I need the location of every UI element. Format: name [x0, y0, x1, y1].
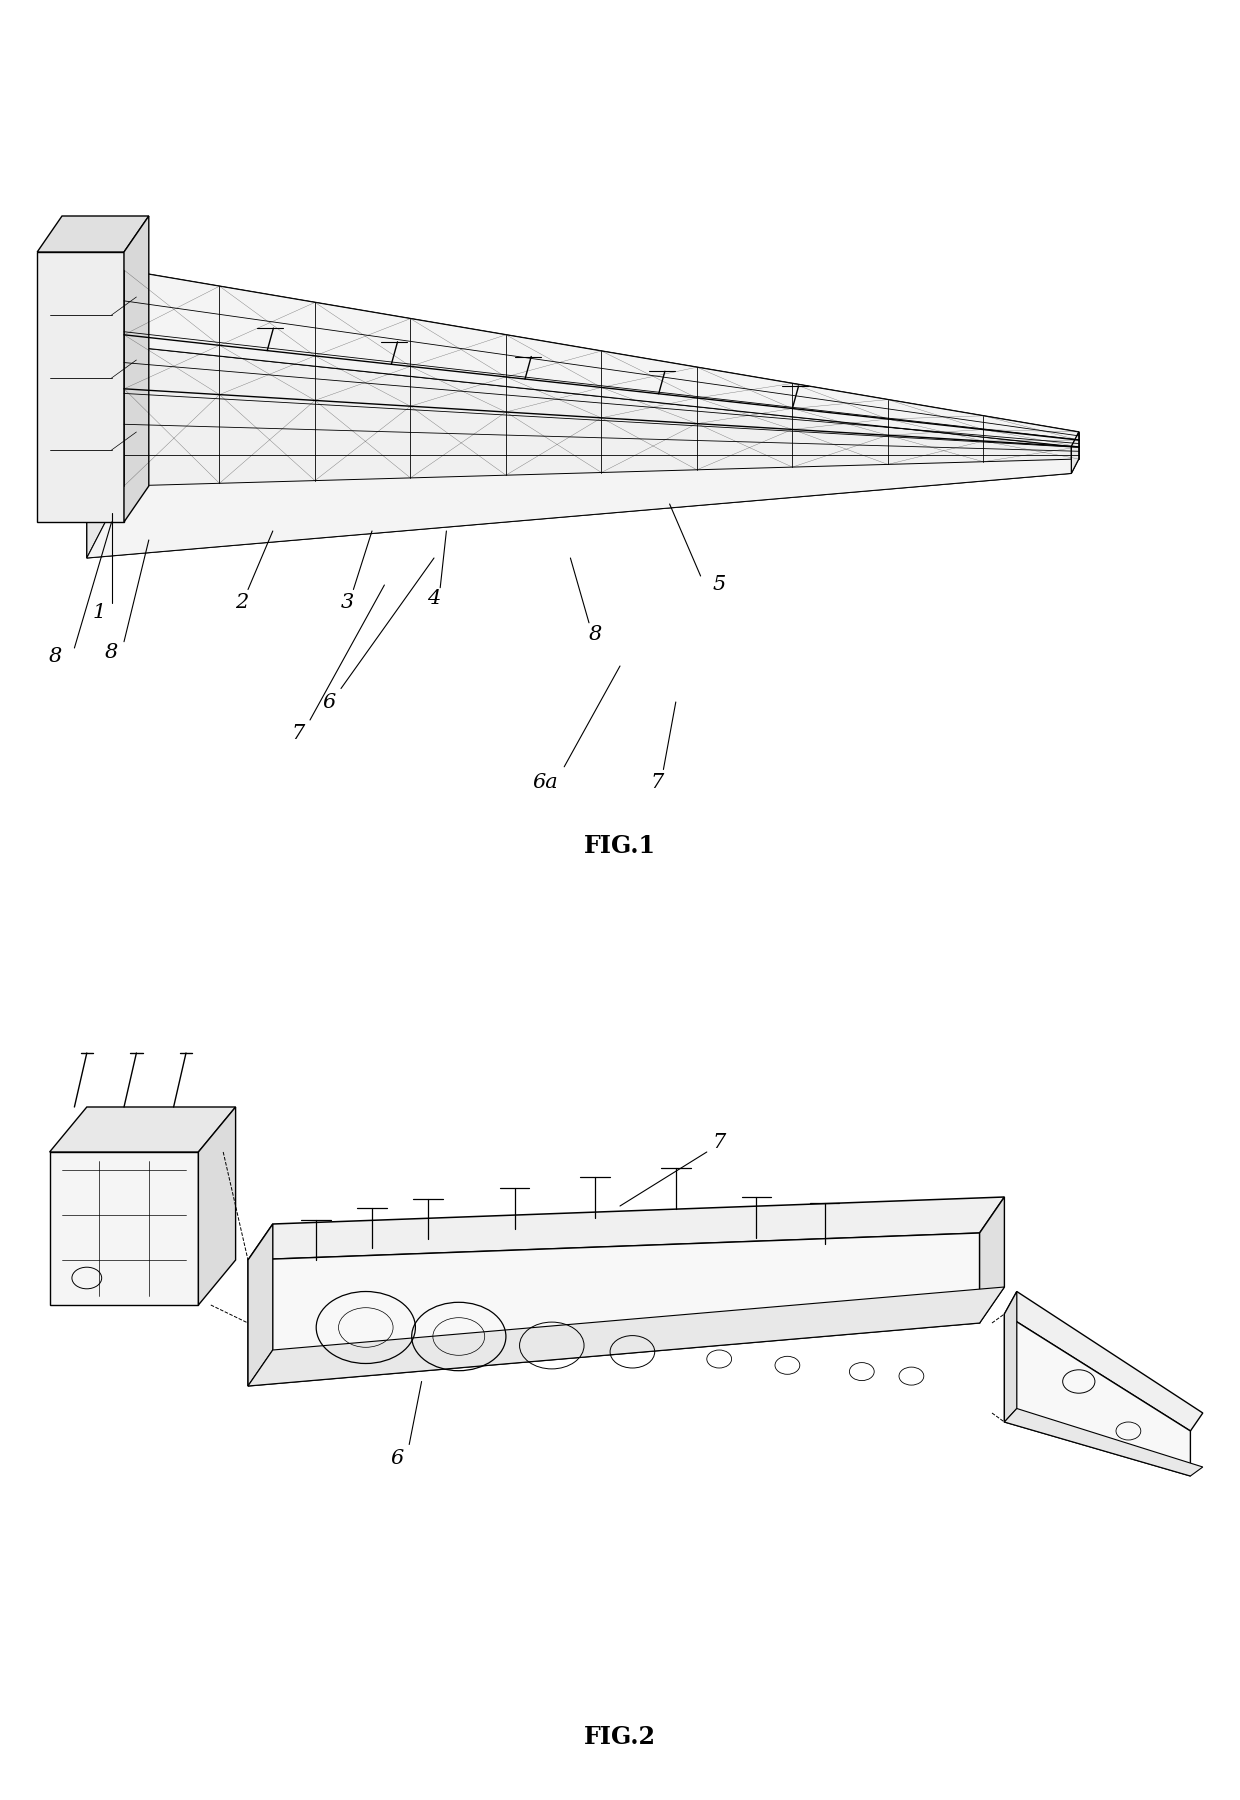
Polygon shape — [37, 216, 149, 252]
Polygon shape — [198, 1107, 236, 1305]
Text: 7: 7 — [713, 1134, 725, 1152]
Polygon shape — [1004, 1408, 1203, 1476]
Text: 3: 3 — [341, 594, 353, 612]
Text: 5: 5 — [713, 576, 725, 594]
Text: 7: 7 — [651, 774, 663, 792]
Text: 8: 8 — [105, 643, 118, 662]
Text: 8: 8 — [50, 648, 62, 666]
Polygon shape — [50, 1152, 198, 1305]
Text: FIG.2: FIG.2 — [584, 1724, 656, 1750]
Polygon shape — [87, 342, 1071, 558]
Polygon shape — [87, 459, 1079, 558]
Polygon shape — [37, 252, 124, 522]
Polygon shape — [1004, 1292, 1017, 1422]
Polygon shape — [50, 1107, 236, 1152]
Text: 2: 2 — [236, 594, 248, 612]
Polygon shape — [248, 1233, 980, 1386]
Polygon shape — [124, 216, 149, 522]
Text: 1: 1 — [93, 603, 105, 621]
Polygon shape — [1004, 1292, 1203, 1431]
Polygon shape — [1071, 432, 1079, 473]
Text: 8: 8 — [589, 625, 601, 644]
Text: 7: 7 — [291, 724, 304, 743]
Polygon shape — [87, 270, 124, 558]
Text: FIG.1: FIG.1 — [584, 833, 656, 859]
Polygon shape — [1004, 1314, 1190, 1476]
Polygon shape — [980, 1197, 1004, 1323]
Polygon shape — [248, 1287, 1004, 1386]
Polygon shape — [124, 270, 1079, 486]
Polygon shape — [248, 1197, 1004, 1260]
Text: 4: 4 — [428, 589, 440, 608]
Text: 6: 6 — [391, 1449, 403, 1467]
Text: 6: 6 — [322, 693, 335, 711]
Polygon shape — [248, 1224, 273, 1386]
Polygon shape — [87, 270, 1079, 446]
Text: 6a: 6a — [533, 774, 558, 792]
